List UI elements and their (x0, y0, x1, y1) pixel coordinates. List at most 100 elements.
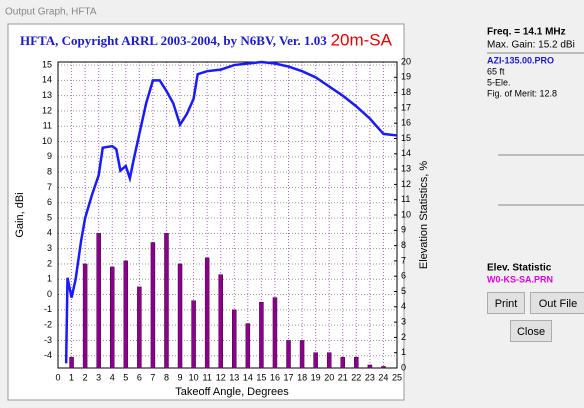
x-tick-label: 5 (123, 372, 128, 382)
y2-tick-label: 9 (401, 225, 406, 235)
print-button[interactable]: Print (487, 292, 525, 314)
y-tick-label: 9 (47, 151, 52, 161)
y-tick-label: 14 (42, 75, 52, 85)
y2-tick-label: 11 (401, 194, 410, 204)
x-tick-label: 25 (392, 372, 402, 382)
freq: Freq. = 14.1 MHz (487, 27, 566, 38)
x-tick-label: 22 (351, 372, 361, 382)
y-tick-label: 0 (47, 289, 52, 299)
y2-tick-label: 6 (401, 271, 406, 281)
y2-tick-label: 18 (401, 87, 411, 97)
y2-tick-label: 14 (401, 148, 411, 158)
pattern-file: AZI-135.00.PRO (487, 55, 554, 65)
bar (354, 357, 359, 369)
bar (286, 340, 291, 369)
y2-tick-label: 13 (401, 163, 411, 173)
bar (272, 297, 278, 369)
height: 65 ft (487, 66, 505, 76)
x-tick-label: 7 (150, 372, 155, 382)
x-tick-label: 17 (284, 372, 294, 382)
y-tick-label: 2 (47, 258, 52, 268)
bar (313, 352, 318, 369)
bar (137, 286, 142, 369)
bar (69, 357, 74, 369)
bar (218, 274, 223, 369)
x-tick-label: 23 (365, 372, 375, 382)
x-tick-label: 20 (324, 372, 334, 382)
y2-tick-label: 0 (401, 362, 406, 372)
x-tick-label: 18 (297, 372, 307, 382)
y2-tick-label: 1 (401, 347, 406, 357)
elev-file: W0-KS-SA.PRN (487, 274, 553, 284)
plot-area (57, 61, 398, 369)
bar (96, 233, 101, 369)
max-gain: Max. Gain: 15.2 dBi (487, 40, 575, 51)
bar (259, 301, 264, 369)
bar (150, 242, 156, 369)
y-tick-label: -4 (44, 350, 52, 360)
gain-line (64, 60, 398, 364)
y2-tick-label: 17 (401, 102, 411, 112)
x-tick-label: 13 (229, 372, 239, 382)
y2-tick-label: 8 (401, 240, 406, 250)
y-tick-label: 3 (47, 243, 52, 253)
y-tick-label: 12 (42, 105, 52, 115)
chart-title: HFTA, Copyright ARRL 2003-2004, by N6BV,… (20, 33, 327, 48)
y-tick-label: 10 (42, 136, 52, 146)
y2-tick-label: 12 (401, 179, 411, 189)
bar (367, 364, 373, 369)
bar (82, 263, 88, 369)
y2-tick-label: 5 (401, 286, 406, 296)
bar (164, 233, 169, 369)
x-tick-label: 8 (164, 372, 169, 382)
y2-tick-label: 16 (401, 118, 411, 128)
y-tick-label: 11 (43, 121, 52, 131)
bar (326, 352, 332, 369)
x-tick-label: 2 (83, 372, 88, 382)
info-panel: Freq. = 14.1 MHz Max. Gain: 15.2 dBi AZI… (487, 27, 584, 284)
x-tick-label: 19 (311, 372, 321, 382)
x-axis-label: Takeoff Angle, Degrees (175, 386, 289, 398)
merit: Fig. of Merit: 12.8 (487, 88, 557, 98)
x-tick-label: 21 (338, 372, 348, 382)
y-axis-label: Gain, dBi (14, 192, 26, 237)
window-title: Output Graph, HFTA (5, 7, 97, 18)
y-tick-label: 13 (42, 90, 52, 100)
bar (204, 257, 210, 369)
bar (245, 323, 251, 369)
x-tick-label: 10 (189, 372, 199, 382)
x-tick-label: 15 (256, 372, 266, 382)
bar (177, 263, 183, 369)
y2-tick-label: 2 (401, 332, 406, 342)
x-tick-label: 16 (270, 372, 280, 382)
y-tick-label: -1 (44, 304, 52, 314)
y-tick-label: 15 (42, 59, 52, 69)
y-tick-label: 7 (47, 182, 52, 192)
y-tick-label: 4 (47, 228, 52, 238)
y2-tick-label: 7 (401, 255, 406, 265)
y2-axis-label: Elevation Statistics, % (418, 161, 430, 269)
close-button[interactable]: Close (510, 320, 552, 342)
bar (123, 260, 129, 369)
y2-tick-label: 15 (401, 133, 411, 143)
y2-tick-label: 10 (401, 209, 411, 219)
bar (109, 266, 115, 369)
y-tick-label: 1 (47, 274, 52, 284)
x-tick-label: 24 (378, 372, 388, 382)
x-tick-label: 12 (216, 372, 226, 382)
y-tick-label: -2 (44, 320, 52, 330)
y2-tick-label: 3 (401, 316, 406, 326)
out-file-button[interactable]: Out File (530, 292, 584, 314)
y2-tick-label: 20 (401, 56, 411, 66)
y2-tick-label: 19 (401, 72, 411, 82)
bar (191, 300, 196, 369)
y-tick-label: -3 (44, 335, 52, 345)
x-tick-label: 14 (243, 372, 253, 382)
y-tick-label: 8 (47, 167, 52, 177)
chart-subtitle: 20m-SA (331, 30, 393, 49)
y-tick-label: 6 (47, 197, 52, 207)
bar (381, 366, 386, 369)
x-tick-label: 4 (110, 372, 115, 382)
